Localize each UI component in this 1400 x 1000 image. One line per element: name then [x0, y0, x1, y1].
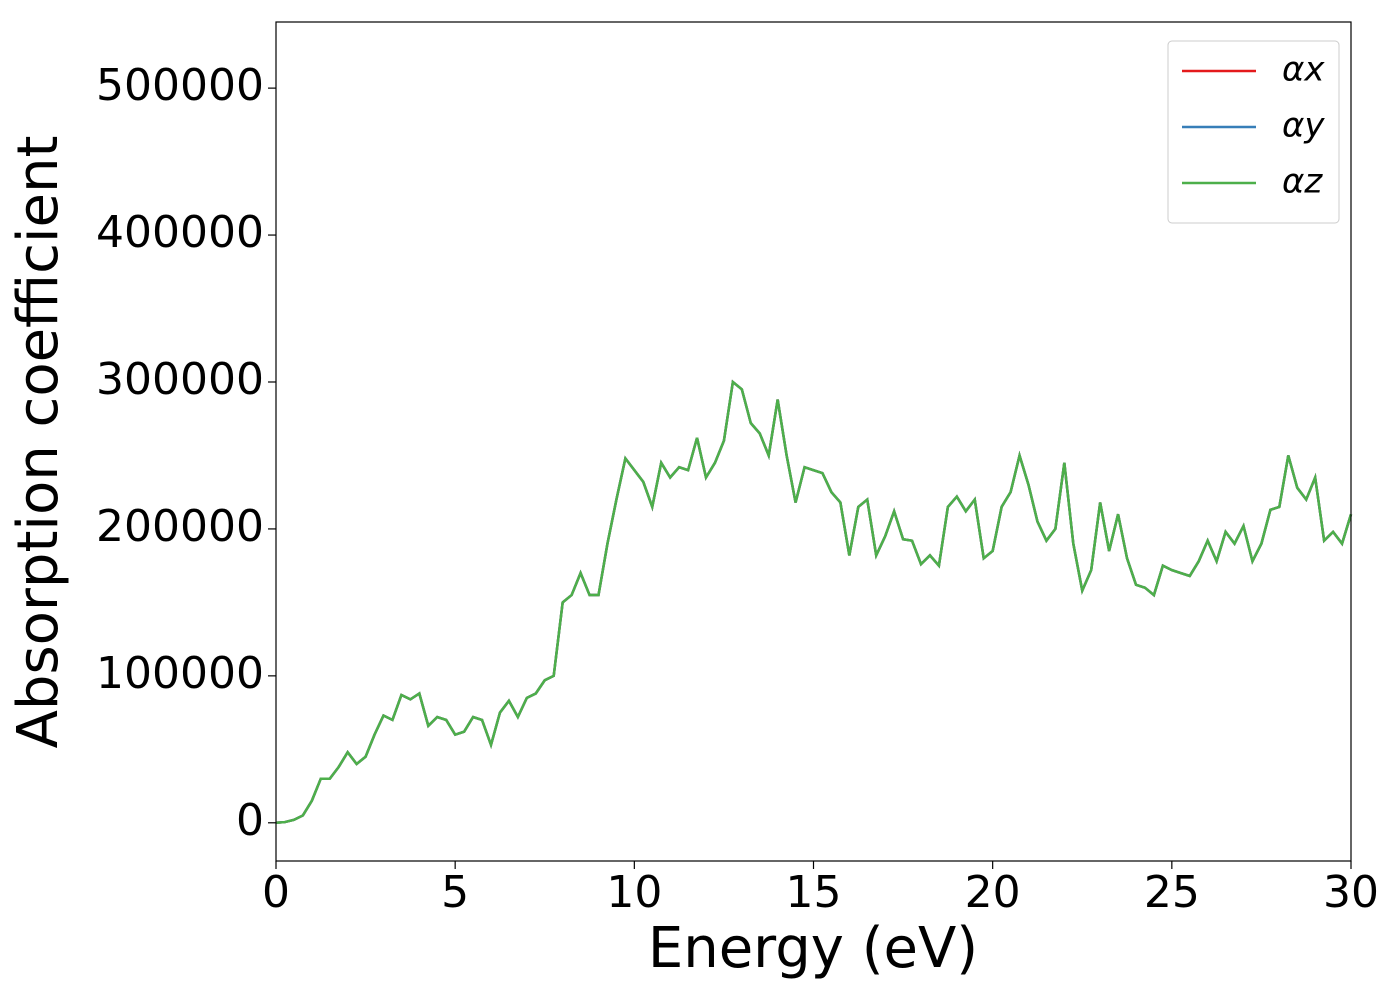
y-tick-label: 200000 — [96, 501, 264, 552]
x-tick-label: 10 — [606, 867, 662, 918]
x-axis-label: Energy (eV) — [648, 916, 978, 981]
x-tick-label: 25 — [1144, 867, 1200, 918]
plot-frame — [275, 21, 1352, 862]
x-tick-label: 5 — [441, 867, 469, 918]
legend-box — [1167, 40, 1340, 224]
x-tick-label: 30 — [1323, 867, 1379, 918]
data-line — [275, 379, 1353, 825]
y-tick-label: 100000 — [96, 648, 264, 699]
y-tick-label: 0 — [236, 795, 264, 846]
legend-label: αz — [1282, 162, 1323, 202]
y-axis-label: Absorption coefficient — [6, 136, 71, 749]
y-tick-label: 500000 — [96, 60, 264, 111]
x-tick-label: 0 — [262, 867, 290, 918]
x-tick-label: 20 — [965, 867, 1021, 918]
legend-label: αy — [1282, 106, 1325, 146]
y-tick-label: 400000 — [96, 207, 264, 258]
x-tick-label: 15 — [786, 867, 842, 918]
y-tick-label: 300000 — [96, 354, 264, 405]
legend-label: αx — [1282, 50, 1325, 90]
